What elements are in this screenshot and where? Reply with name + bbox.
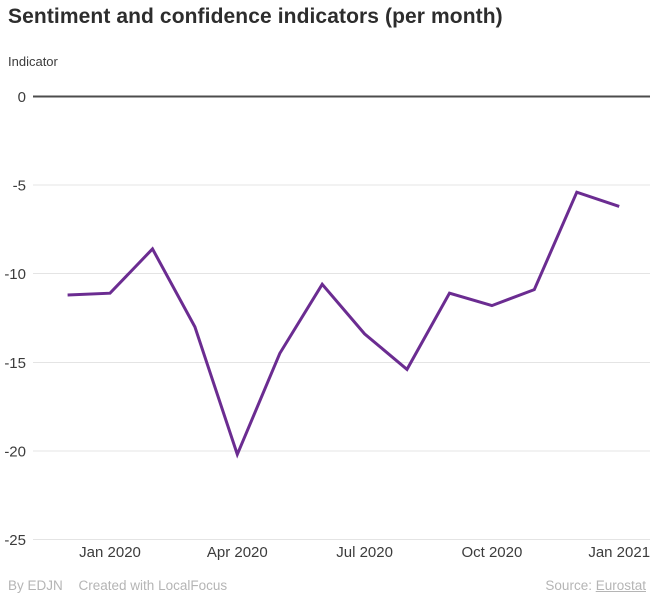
y-tick-label: -25	[4, 532, 26, 549]
x-tick-label: Jul 2020	[336, 544, 393, 561]
y-tick-label: 0	[18, 89, 26, 106]
byline-text: By EDJN	[8, 578, 63, 593]
x-tick-label: Apr 2020	[207, 544, 268, 561]
y-tick-label: -5	[13, 178, 26, 195]
y-tick-labels-group: 0 -5 -10 -15 -20 -25	[4, 89, 26, 549]
x-tick-label: Oct 2020	[461, 544, 522, 561]
created-with-text: Created with LocalFocus	[78, 578, 228, 593]
chart-title: Sentiment and confidence indicators (per…	[8, 5, 503, 28]
y-tick-label: -15	[4, 355, 26, 372]
x-tick-label: Jan 2021	[588, 544, 650, 561]
footer-credits: By EDJN Created with LocalFocus	[8, 578, 227, 593]
source-link[interactable]: Eurostat	[595, 578, 646, 593]
series-group	[67, 190, 620, 459]
source-label: Source:	[545, 578, 592, 593]
gridlines-group	[33, 95, 650, 540]
y-tick-label: -20	[4, 443, 26, 460]
y-tick-label: -10	[4, 266, 26, 283]
x-tick-labels-group: Jan 2020 Apr 2020 Jul 2020 Oct 2020 Jan 2021	[79, 544, 650, 561]
y-axis-title: Indicator	[8, 54, 58, 69]
footer-source: Source: Eurostat	[545, 578, 646, 593]
x-tick-label: Jan 2020	[79, 544, 141, 561]
data-line	[67, 190, 620, 459]
chart-footer: By EDJN Created with LocalFocus Source: …	[0, 578, 654, 593]
